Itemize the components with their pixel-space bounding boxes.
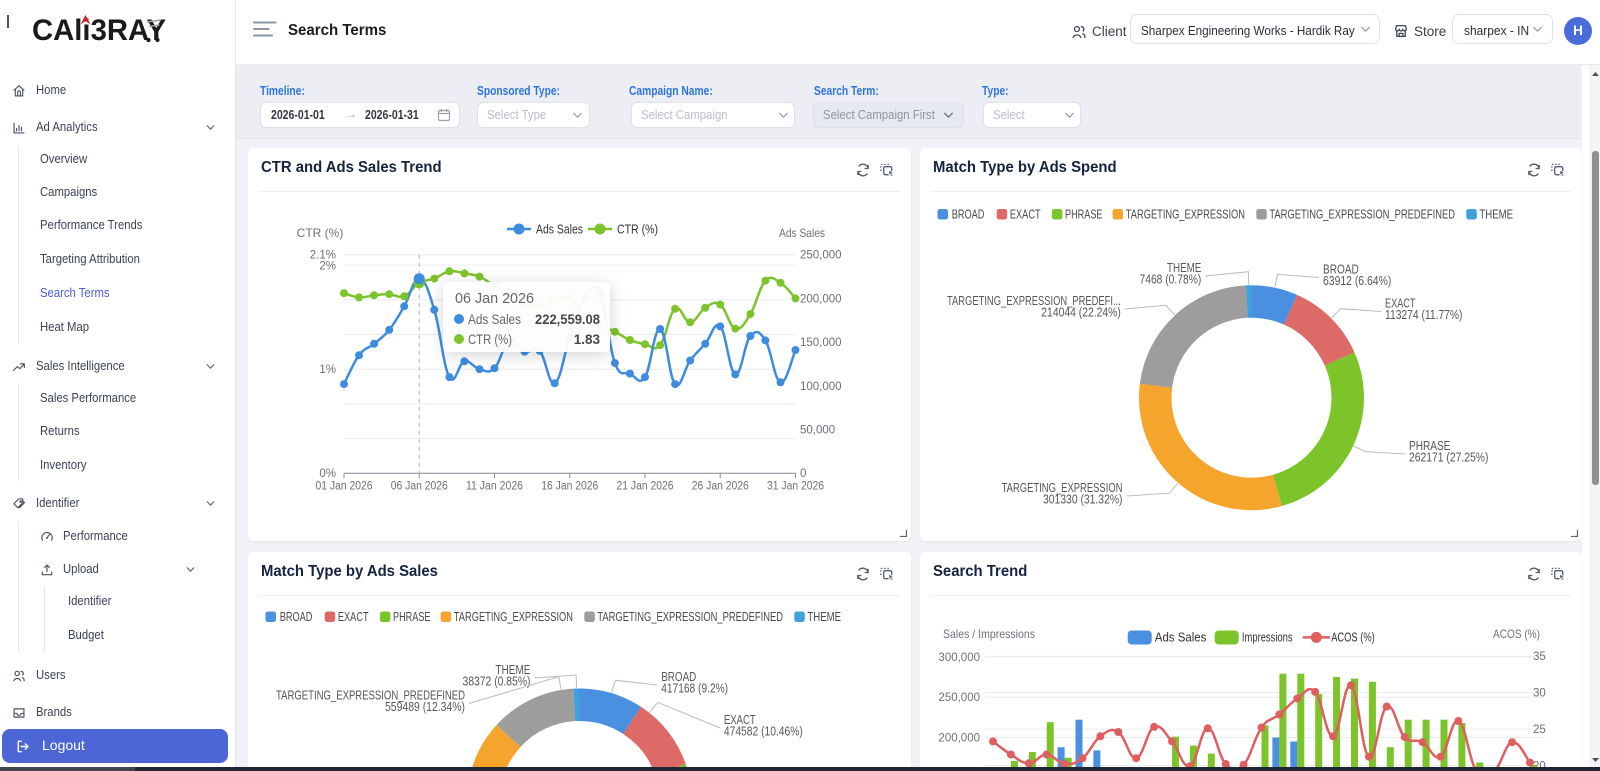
svg-text:250,000: 250,000 xyxy=(800,250,842,262)
svg-text:TARGETING_EXPRESSION_PREDEFINE: TARGETING_EXPRESSION_PREDEFINED xyxy=(597,610,783,624)
svg-text:1%: 1% xyxy=(319,364,336,376)
svg-text:200,000: 200,000 xyxy=(800,293,842,305)
svg-text:TARGETING_EXPRESSION: TARGETING_EXPRESSION xyxy=(1126,208,1245,222)
svg-text:CTR (%): CTR (%) xyxy=(297,226,344,240)
svg-text:2.1%: 2.1% xyxy=(310,250,336,262)
svg-text:31 Jan 2026: 31 Jan 2026 xyxy=(767,481,824,493)
svg-text:THEME: THEME xyxy=(1167,261,1201,275)
svg-text:Impressions: Impressions xyxy=(1242,629,1293,644)
svg-text:06 Jan 2026: 06 Jan 2026 xyxy=(455,291,534,307)
svg-text:113274 (11.77%): 113274 (11.77%) xyxy=(1385,308,1463,322)
svg-text:7468 (0.78%): 7468 (0.78%) xyxy=(1140,273,1202,287)
svg-text:222,559.08: 222,559.08 xyxy=(535,312,600,327)
svg-text:BROAD: BROAD xyxy=(952,208,985,222)
svg-text:35: 35 xyxy=(1533,651,1546,663)
svg-text:TARGETING_EXPRESSION_PREDEFI..: TARGETING_EXPRESSION_PREDEFI... xyxy=(947,294,1121,308)
svg-text:BROAD: BROAD xyxy=(1323,263,1359,277)
svg-text:06 Jan 2026: 06 Jan 2026 xyxy=(391,481,448,493)
svg-text:EXACT: EXACT xyxy=(724,713,756,727)
svg-text:EXACT: EXACT xyxy=(1010,208,1041,222)
svg-text:CTR (%): CTR (%) xyxy=(468,332,512,347)
svg-text:TARGETING_EXPRESSION_PREDEFINE: TARGETING_EXPRESSION_PREDEFINED xyxy=(276,689,465,703)
svg-text:30: 30 xyxy=(1533,688,1546,700)
svg-text:38372 (0.85%): 38372 (0.85%) xyxy=(463,675,531,689)
svg-text:21 Jan 2026: 21 Jan 2026 xyxy=(617,481,674,493)
svg-text:2%: 2% xyxy=(319,261,336,273)
svg-text:Ads Sales: Ads Sales xyxy=(1155,629,1207,644)
svg-text:TARGETING_EXPRESSION: TARGETING_EXPRESSION xyxy=(1002,481,1123,495)
svg-text:TARGETING_EXPRESSION: TARGETING_EXPRESSION xyxy=(454,610,573,624)
svg-text:25: 25 xyxy=(1533,724,1546,736)
svg-text:PHRASE: PHRASE xyxy=(393,610,431,624)
svg-text:11 Jan 2026: 11 Jan 2026 xyxy=(466,481,523,493)
svg-text:0%: 0% xyxy=(319,468,336,480)
svg-text:Ads Sales: Ads Sales xyxy=(536,222,583,237)
svg-text:262171 (27.25%): 262171 (27.25%) xyxy=(1409,451,1488,465)
svg-text:Sales / Impressions: Sales / Impressions xyxy=(943,627,1035,641)
svg-text:16 Jan 2026: 16 Jan 2026 xyxy=(541,481,598,493)
svg-text:301330 (31.32%): 301330 (31.32%) xyxy=(1043,493,1123,507)
svg-text:ACOS (%): ACOS (%) xyxy=(1331,629,1375,644)
svg-text:ACOS (%): ACOS (%) xyxy=(1493,627,1540,641)
svg-text:474582 (10.46%): 474582 (10.46%) xyxy=(724,725,803,739)
svg-text:01 Jan 2026: 01 Jan 2026 xyxy=(316,481,373,493)
svg-text:250,000: 250,000 xyxy=(938,692,980,704)
svg-text:214044 (22.24%): 214044 (22.24%) xyxy=(1041,306,1121,320)
svg-text:BROAD: BROAD xyxy=(280,610,313,624)
svg-text:20: 20 xyxy=(1533,760,1546,771)
svg-text:559489 (12.34%): 559489 (12.34%) xyxy=(385,700,465,714)
svg-text:Ads Sales: Ads Sales xyxy=(468,312,521,327)
svg-text:EXACT: EXACT xyxy=(338,610,369,624)
svg-text:100,000: 100,000 xyxy=(800,381,842,393)
svg-text:150,000: 150,000 xyxy=(800,337,842,349)
svg-text:THEME: THEME xyxy=(495,663,530,677)
svg-text:0: 0 xyxy=(800,468,806,480)
svg-text:1.83: 1.83 xyxy=(574,332,601,347)
svg-text:417168 (9.2%): 417168 (9.2%) xyxy=(661,682,728,696)
svg-text:PHRASE: PHRASE xyxy=(1065,208,1103,222)
svg-text:50,000: 50,000 xyxy=(800,425,835,437)
svg-text:200,000: 200,000 xyxy=(938,733,980,745)
svg-text:300,000: 300,000 xyxy=(938,652,980,664)
svg-text:26 Jan 2026: 26 Jan 2026 xyxy=(692,481,749,493)
svg-text:TARGETING_EXPRESSION_PREDEFINE: TARGETING_EXPRESSION_PREDEFINED xyxy=(1269,208,1455,222)
svg-text:CAli3RAY: CAli3RAY xyxy=(32,14,166,47)
svg-text:CTR (%): CTR (%) xyxy=(617,222,658,237)
svg-text:THEME: THEME xyxy=(1479,208,1513,222)
svg-text:63912 (6.64%): 63912 (6.64%) xyxy=(1323,274,1391,288)
svg-text:THEME: THEME xyxy=(807,610,841,624)
svg-text:EXACT: EXACT xyxy=(1385,297,1416,311)
svg-text:PHRASE: PHRASE xyxy=(1409,439,1450,453)
svg-text:BROAD: BROAD xyxy=(661,670,696,684)
svg-text:Ads Sales: Ads Sales xyxy=(779,226,825,240)
